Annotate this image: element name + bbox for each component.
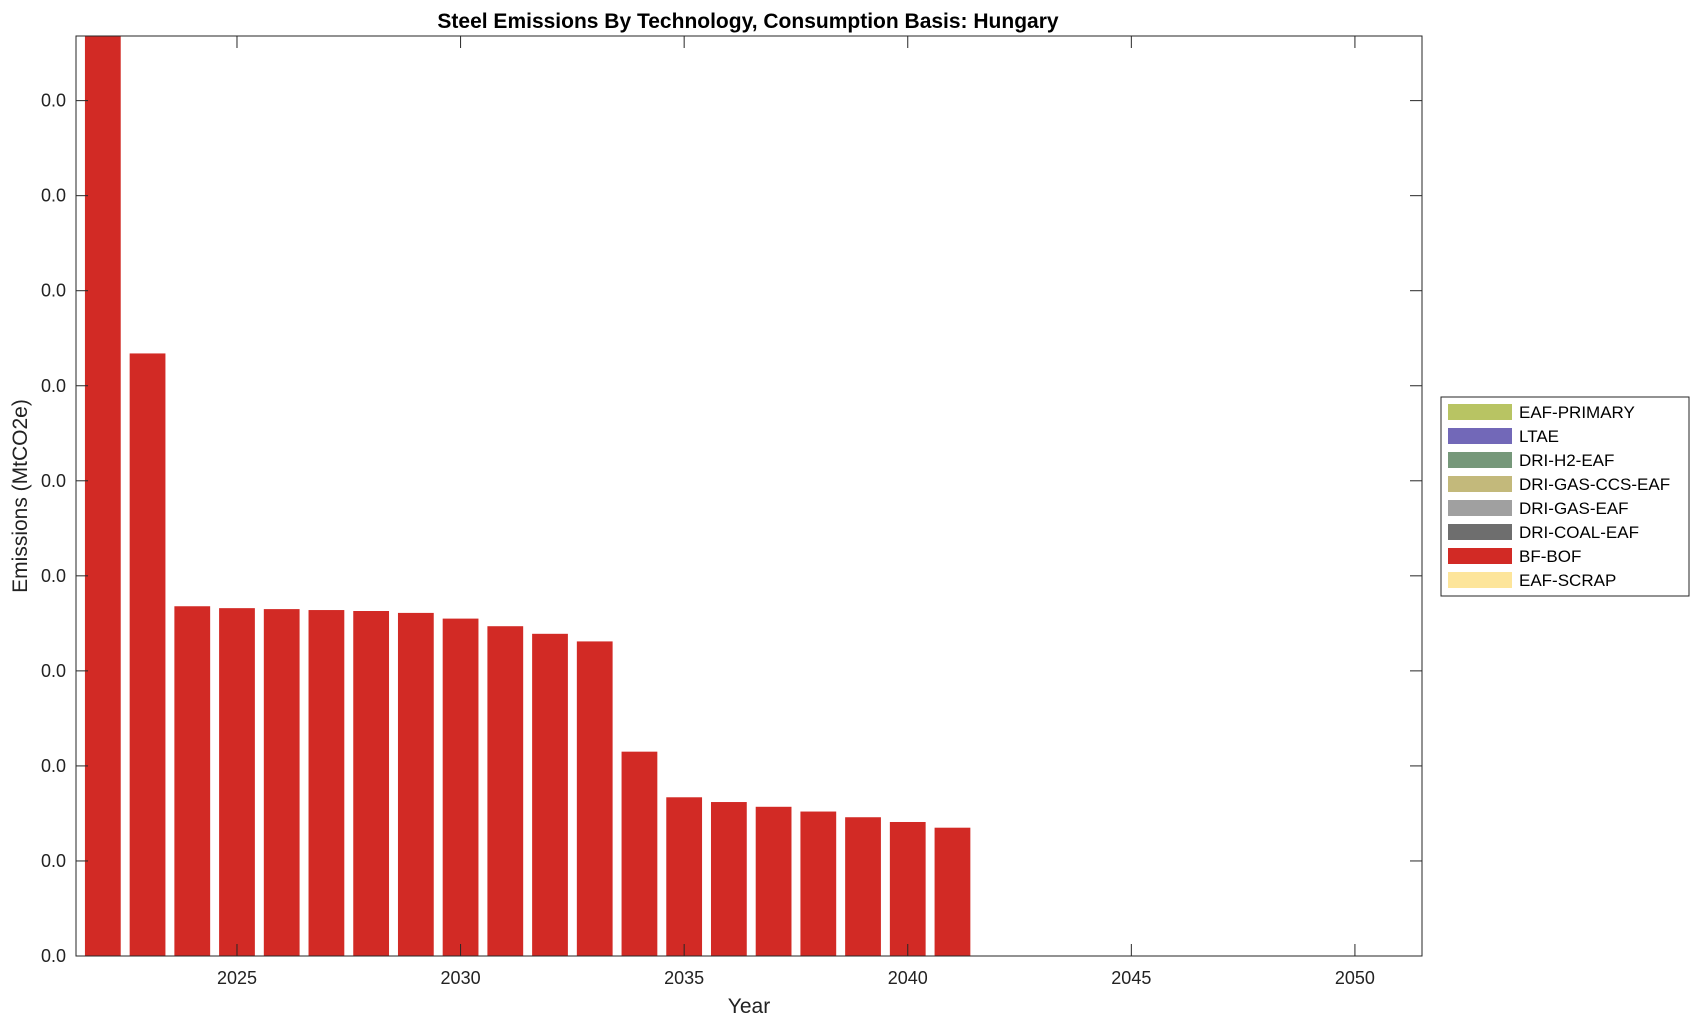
legend-swatch-dri-gas-ccs-eaf <box>1448 476 1512 492</box>
x-tick-label: 2025 <box>217 968 257 988</box>
bar-bf-bof-2039 <box>845 817 881 956</box>
legend-swatch-eaf-primary <box>1448 404 1512 420</box>
bar-bf-bof-2031 <box>487 626 524 956</box>
y-axis-label: Emissions (MtCO2e) <box>9 399 32 593</box>
bar-bf-bof-2034 <box>621 751 658 956</box>
y-tick-label: 0.0 <box>41 566 66 586</box>
legend-swatch-eaf-scrap <box>1448 572 1512 588</box>
bars-layer <box>84 36 971 957</box>
bar-bf-bof-2024 <box>174 606 211 956</box>
legend-swatch-bf-bof <box>1448 548 1512 564</box>
bar-bf-bof-2040 <box>889 821 926 956</box>
bar-bf-bof-2036 <box>710 802 747 956</box>
x-tick-label: 2035 <box>664 968 704 988</box>
legend-label-bf-bof: BF-BOF <box>1519 547 1581 566</box>
y-tick-label: 0.0 <box>41 756 66 776</box>
bar-bf-bof-2022 <box>84 36 121 956</box>
y-tick-label: 0.0 <box>41 91 66 111</box>
x-tick-label: 2030 <box>441 968 481 988</box>
bar-bf-bof-2023 <box>129 353 166 957</box>
bar-bf-bof-2035 <box>666 797 703 956</box>
y-tick-label: 0.0 <box>41 946 66 966</box>
legend-box <box>1440 396 1690 597</box>
bar-bf-bof-2027 <box>308 610 345 956</box>
plot-frame <box>75 35 1423 957</box>
bar-bf-bof-2037 <box>755 806 792 956</box>
bar-bf-bof-2030 <box>442 618 479 956</box>
x-axis-label: Year <box>728 995 770 1018</box>
legend-swatch-dri-coal-eaf <box>1448 524 1512 540</box>
legend-swatch-dri-gas-eaf <box>1448 500 1512 516</box>
y-tick-label: 0.0 <box>41 281 66 301</box>
bar-bf-bof-2041 <box>934 827 971 956</box>
legend-label-dri-coal-eaf: DRI-COAL-EAF <box>1519 523 1639 542</box>
legend-swatch-ltae <box>1448 428 1512 444</box>
chart-title: Steel Emissions By Technology, Consumpti… <box>437 10 1058 33</box>
bar-bf-bof-2032 <box>532 633 568 956</box>
x-tick-label: 2050 <box>1335 968 1375 988</box>
legend-label-eaf-scrap: EAF-SCRAP <box>1519 571 1616 590</box>
x-axis-ticks: 2025 2030 2035 2040 2045 2050 <box>217 36 1375 988</box>
y-tick-label: 0.0 <box>41 471 66 491</box>
legend: EAF-PRIMARY LTAE DRI-H2-EAF DRI-GAS-CCS-EAF… <box>1440 396 1690 597</box>
legend-label-dri-h2-eaf: DRI-H2-EAF <box>1519 451 1614 470</box>
y-tick-label: 0.0 <box>41 661 66 681</box>
bar-bf-bof-2038 <box>800 811 837 956</box>
bar-bf-bof-2026 <box>263 609 300 956</box>
bar-bf-bof-2029 <box>397 612 434 956</box>
y-axis-ticks: 0.0 0.0 0.0 0.0 0.0 0.0 0.0 0.0 0.0 0.0 <box>41 91 1422 966</box>
plot-area <box>76 36 1422 956</box>
y-tick-label: 0.0 <box>41 376 66 396</box>
bar-bf-bof-2025 <box>219 608 255 956</box>
legend-label-dri-gas-eaf: DRI-GAS-EAF <box>1519 499 1629 518</box>
bar-bf-bof-2028 <box>353 611 390 956</box>
x-tick-label: 2040 <box>888 968 928 988</box>
legend-label-dri-gas-ccs-eaf: DRI-GAS-CCS-EAF <box>1519 475 1670 494</box>
legend-label-ltae: LTAE <box>1519 427 1559 446</box>
y-tick-label: 0.0 <box>41 851 66 871</box>
bar-bf-bof-2033 <box>576 641 613 956</box>
legend-label-eaf-primary: EAF-PRIMARY <box>1519 403 1635 422</box>
y-tick-label: 0.0 <box>41 186 66 206</box>
x-tick-label: 2045 <box>1111 968 1151 988</box>
legend-swatch-dri-h2-eaf <box>1448 452 1512 468</box>
